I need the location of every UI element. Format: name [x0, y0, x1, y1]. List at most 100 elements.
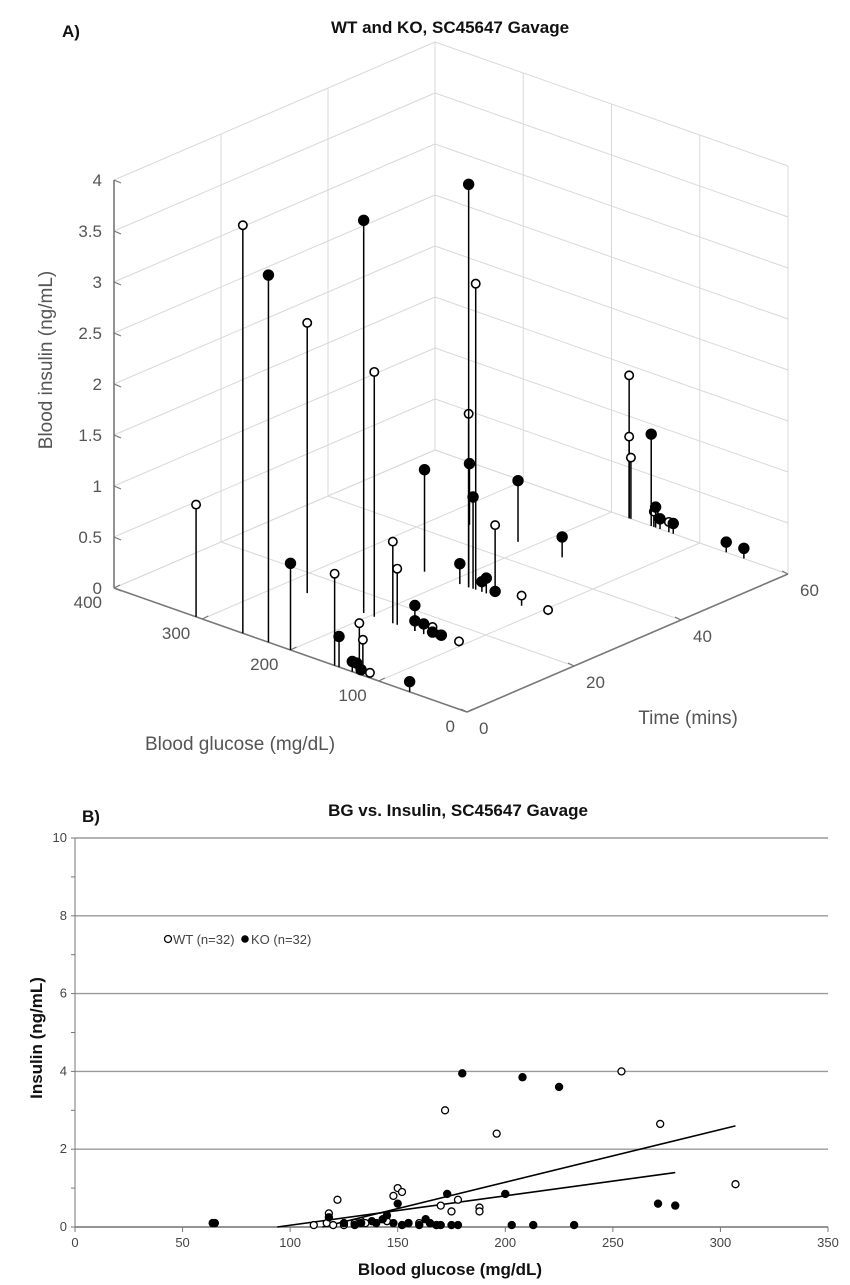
panel-a-gridlines: [113, 41, 789, 713]
legend-ko-marker: [241, 935, 249, 943]
gridline: [113, 449, 436, 589]
time-tick-label: 60: [800, 581, 819, 600]
ko-point: [462, 178, 475, 191]
ko-point: [454, 558, 466, 570]
y-tick-label: 4: [60, 1063, 67, 1078]
panel-b-gridlines: [71, 837, 829, 1232]
legend-wt-marker: [163, 934, 173, 944]
gridline: [434, 398, 789, 524]
ko-point: [403, 675, 416, 688]
panel-b-scatter-chart: B) BG vs. Insulin, SC45647 Gavage 0 2 4 …: [27, 801, 839, 1279]
wt-point: [333, 1195, 342, 1204]
z-tick-label: 1.5: [78, 426, 102, 445]
x-tick-label: 50: [175, 1235, 189, 1250]
panel-a-z-tick-labels: 0 0.5 1 1.5 2 2.5 3 3.5 4: [78, 171, 102, 598]
ko-point: [436, 1220, 445, 1230]
wt-point: [447, 1207, 456, 1216]
ko-point: [569, 1220, 579, 1230]
wt-point: [354, 618, 365, 629]
time-tick-mark: [781, 570, 789, 575]
ko-point: [556, 531, 568, 543]
wt-point: [436, 1201, 445, 1210]
legend-wt-label: WT (n=32): [173, 932, 235, 947]
wt-point: [453, 636, 464, 647]
ko-point: [489, 585, 501, 598]
legend-ko-label: KO (n=32): [251, 932, 311, 947]
gridline: [434, 41, 789, 167]
glucose-tick-mark: [290, 646, 297, 651]
y-tick-label: 8: [60, 908, 67, 923]
panel-a-glucose-tick-labels: 0 100 200 300 400: [74, 593, 455, 736]
gridline: [113, 347, 436, 487]
ko-point: [653, 1199, 663, 1208]
wt-point: [357, 634, 368, 645]
gridline: [434, 449, 789, 575]
gridline: [113, 143, 436, 283]
glucose-tick-label: 300: [162, 624, 190, 643]
gridline: [434, 194, 789, 320]
ko-point: [463, 457, 476, 470]
ko-point: [453, 1220, 463, 1230]
ko-trendline: [277, 1171, 676, 1228]
panel-b-legend: WT (n=32) KO (n=32): [163, 932, 311, 947]
z-tick-mark: [113, 383, 122, 388]
panel-b-x-tick-labels: 0 50 100 150 200 250 300 350: [71, 1235, 838, 1250]
panel-a-insulin-axis-label: Blood insulin (ng/mL): [36, 271, 57, 449]
ko-point: [339, 1218, 349, 1228]
z-tick-label: 2.5: [78, 324, 102, 343]
time-tick-label: 0: [479, 719, 488, 738]
glucose-tick-mark: [201, 615, 209, 620]
glucose-tick-label: 200: [250, 655, 278, 674]
z-tick-label: 0.5: [78, 528, 102, 547]
gridline: [327, 495, 682, 621]
ko-point: [501, 1189, 510, 1199]
panel-a-label: A): [62, 22, 80, 41]
wt-point: [387, 536, 398, 547]
panel-b-x-axis-label: Blood glucose (mg/dL): [358, 1260, 542, 1279]
time-tick-label: 40: [693, 627, 712, 646]
gridline: [113, 398, 436, 538]
ko-point: [442, 1189, 452, 1199]
wt-point: [731, 1180, 740, 1189]
time-tick-mark: [460, 708, 468, 713]
panel-a-time-axis-label: Time (mins): [638, 708, 738, 729]
ko-point: [554, 1082, 564, 1092]
z-tick-mark: [113, 434, 122, 439]
ko-point: [435, 629, 448, 641]
panel-b-title: BG vs. Insulin, SC45647 Gavage: [328, 801, 588, 820]
z-tick-mark: [113, 230, 122, 235]
time-axis-line: [466, 573, 789, 713]
ko-point: [409, 599, 421, 612]
ko-point: [645, 428, 657, 440]
x-tick-label: 200: [494, 1235, 516, 1250]
x-tick-label: 300: [710, 1235, 732, 1250]
z-tick-mark: [113, 485, 122, 490]
time-tick-label: 20: [586, 673, 605, 692]
wt-point: [617, 1067, 626, 1076]
wt-point: [392, 563, 403, 574]
glucose-tick-label: 100: [338, 686, 366, 705]
x-tick-label: 150: [387, 1235, 409, 1250]
gridline: [113, 296, 436, 436]
panel-a-data-marks: [191, 178, 750, 692]
wt-point: [625, 452, 636, 463]
ko-point: [382, 1211, 392, 1220]
gridline: [113, 194, 436, 334]
ko-point: [507, 1220, 516, 1230]
gridline: [113, 41, 436, 181]
wt-point: [470, 278, 481, 289]
ko-point: [654, 513, 666, 525]
gridline: [434, 92, 789, 218]
wt-point: [624, 431, 635, 442]
z-tick-mark: [113, 332, 122, 337]
ko-point: [355, 664, 367, 676]
y-tick-label: 6: [60, 986, 67, 1001]
z-tick-label: 4: [93, 171, 102, 190]
panel-b-y-axis-label: Insulin (ng/mL): [27, 977, 46, 1099]
panel-a-glucose-axis-label: Blood glucose (mg/dL): [145, 734, 335, 755]
ko-point: [284, 557, 297, 569]
ko-point: [324, 1213, 334, 1222]
ko-point: [356, 1218, 366, 1228]
y-tick-label: 0: [60, 1219, 67, 1234]
z-tick-mark: [113, 587, 122, 592]
